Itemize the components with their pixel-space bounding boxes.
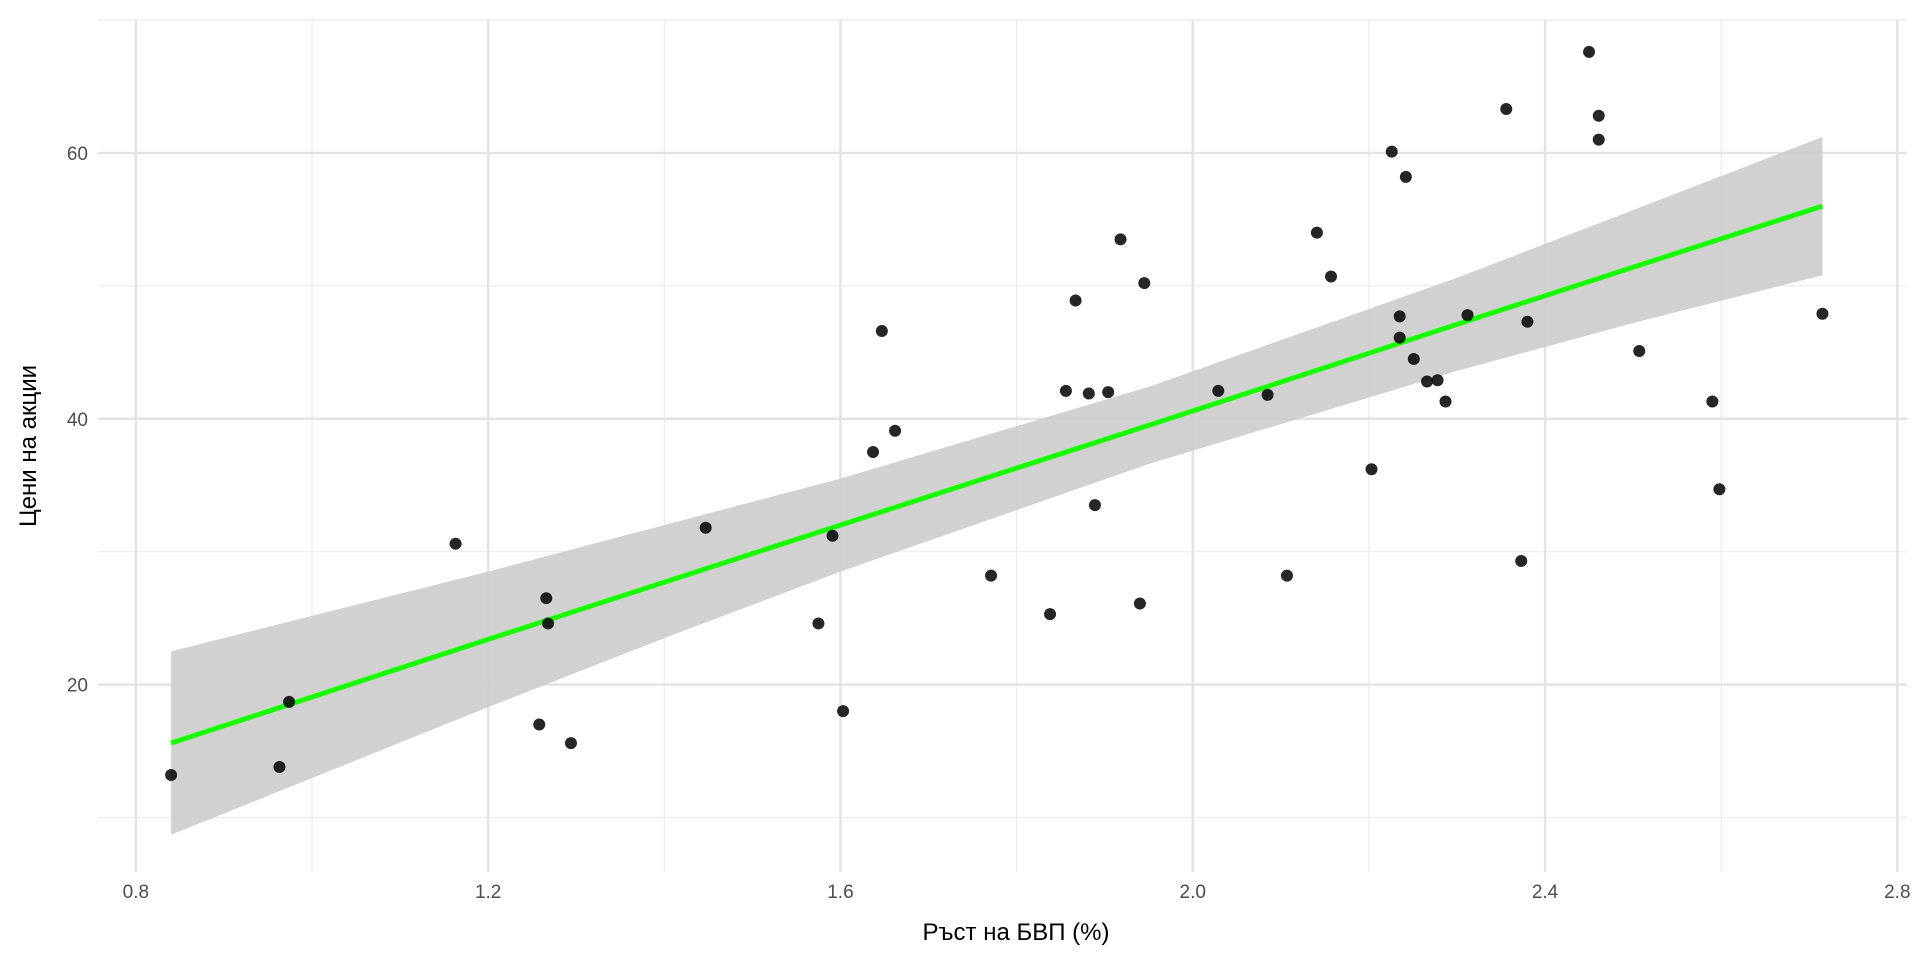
data-point: [1325, 270, 1338, 283]
data-point: [1592, 133, 1605, 146]
confidence-band: [171, 136, 1823, 835]
data-point: [867, 445, 880, 458]
data-point: [1280, 569, 1293, 582]
data-point: [1212, 384, 1225, 397]
data-point: [1393, 331, 1406, 344]
data-point: [1310, 226, 1323, 239]
data-point: [826, 529, 839, 542]
x-axis-ticks: 0.8 1.2 1.6 2.0 2.4 2.8: [123, 882, 1911, 903]
data-point: [1102, 386, 1115, 399]
data-point: [1515, 554, 1528, 567]
data-point: [699, 521, 712, 534]
data-point: [889, 424, 902, 437]
y-tick-label: 20: [67, 676, 88, 697]
data-point: [165, 768, 178, 781]
y-axis-ticks: 20 40 60: [67, 144, 88, 697]
x-tick-label: 2.0: [1180, 882, 1206, 903]
data-point: [1365, 463, 1378, 476]
data-point: [985, 569, 998, 582]
x-tick-label: 0.8: [123, 882, 149, 903]
data-point: [1044, 608, 1057, 621]
data-point: [542, 617, 555, 630]
x-tick-label: 2.4: [1532, 882, 1559, 903]
y-axis-title: Цени на акции: [15, 365, 42, 527]
data-point: [1592, 109, 1605, 122]
x-tick-label: 2.8: [1884, 882, 1910, 903]
data-point: [449, 537, 462, 550]
data-point: [1399, 170, 1412, 183]
y-tick-label: 40: [67, 410, 88, 431]
data-point: [533, 718, 546, 731]
regression-line: [170, 203, 1824, 746]
data-point: [1431, 374, 1444, 387]
data-point: [1059, 384, 1072, 397]
data-point: [1633, 344, 1646, 357]
data-point: [1114, 233, 1127, 246]
data-point: [1439, 395, 1452, 408]
y-tick-label: 60: [67, 144, 88, 165]
data-point: [283, 695, 296, 708]
data-point: [273, 760, 286, 773]
data-point: [1521, 315, 1534, 328]
data-point: [1393, 310, 1406, 323]
data-point: [1088, 499, 1101, 512]
x-tick-label: 1.6: [827, 882, 853, 903]
data-point: [1133, 597, 1146, 610]
data-point: [540, 592, 553, 605]
data-point: [1816, 307, 1829, 320]
data-point: [1385, 145, 1398, 158]
data-point: [1706, 395, 1719, 408]
x-axis-title: Ръст на БВП (%): [923, 919, 1110, 946]
data-point: [837, 705, 850, 718]
x-tick-label: 1.2: [475, 882, 501, 903]
data-point: [1138, 277, 1151, 290]
data-point: [1500, 103, 1513, 116]
data-point: [1069, 294, 1082, 307]
data-point: [1407, 352, 1420, 365]
data-points: [165, 45, 1829, 781]
data-point: [875, 325, 888, 338]
data-point: [1583, 45, 1596, 58]
data-point: [812, 617, 825, 630]
data-point: [1713, 483, 1726, 496]
data-point: [1261, 388, 1274, 401]
data-point: [1082, 387, 1095, 400]
data-point: [1461, 309, 1474, 322]
data-point: [1421, 375, 1434, 388]
data-point: [564, 737, 577, 750]
